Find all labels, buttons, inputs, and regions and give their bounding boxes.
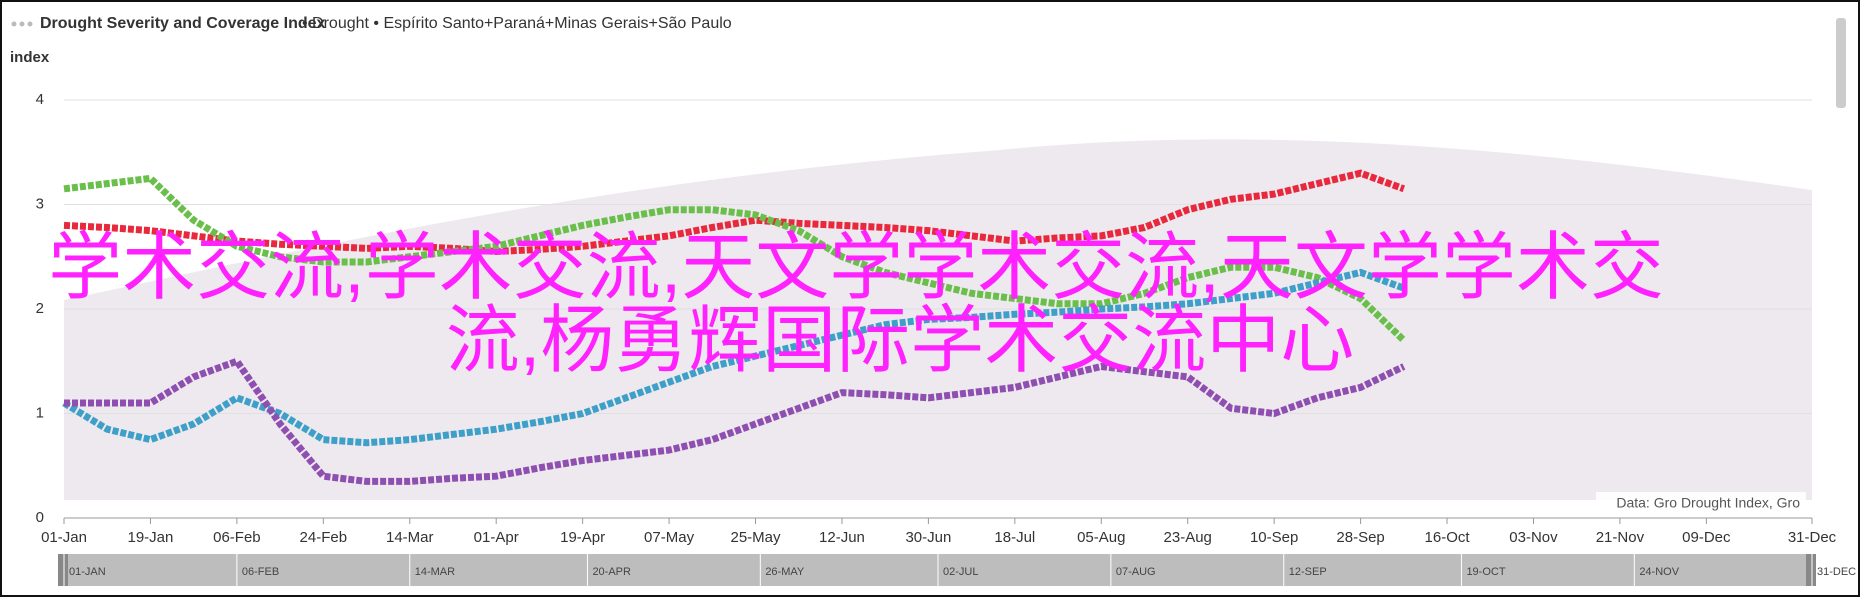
x-tick-label: 24-Feb xyxy=(300,529,348,546)
x-tick-label: 01-Jan xyxy=(41,529,87,546)
y-tick-label: 3 xyxy=(36,195,44,212)
navigator-label: 20-APR xyxy=(592,566,631,578)
navigator-label: 26-MAY xyxy=(765,566,805,578)
navigator-label: 14-MAR xyxy=(415,566,455,578)
overlay-text: 流,杨勇辉国际学术交流中心 xyxy=(446,299,1355,382)
x-tick-label: 01-Apr xyxy=(474,529,519,546)
y-tick-label: 0 xyxy=(36,509,44,526)
x-tick-label: 28-Sep xyxy=(1336,529,1384,546)
navigator-label: 02-JUL xyxy=(943,566,978,578)
x-tick-label: 16-Oct xyxy=(1425,529,1471,546)
y-tick-label: 1 xyxy=(36,404,44,421)
x-tick-label: 23-Aug xyxy=(1164,529,1212,546)
series-line xyxy=(63,169,1406,256)
navigator-handle[interactable] xyxy=(58,554,68,586)
chart-subtitle: • Drought • Espírito Santo+Paraná+Minas … xyxy=(302,15,732,32)
navigator-label: 24-NOV xyxy=(1639,566,1679,578)
dot xyxy=(19,21,25,27)
navigator-label: 31-DEC xyxy=(1817,566,1856,578)
navigator-label: 06-FEB xyxy=(242,566,279,578)
x-tick-label: 03-Nov xyxy=(1509,529,1558,546)
x-tick-label: 19-Jan xyxy=(128,529,174,546)
series-line xyxy=(62,268,1406,447)
x-tick-label: 31-Dec xyxy=(1788,529,1837,546)
scrollbar[interactable] xyxy=(1836,18,1846,108)
x-tick-label: 06-Feb xyxy=(213,529,261,546)
credit: Data: Gro Drought Index, Gro xyxy=(1616,495,1800,511)
navigator-label: 07-AUG xyxy=(1116,566,1156,578)
navigator-handle[interactable] xyxy=(1806,554,1816,586)
navigator-label: 19-OCT xyxy=(1466,566,1505,578)
dot xyxy=(11,21,17,27)
range-band xyxy=(64,139,1812,500)
x-tick-label: 09-Dec xyxy=(1682,529,1731,546)
x-tick-label: 25-May xyxy=(731,529,782,546)
y-tick-label: 2 xyxy=(36,300,44,317)
x-tick-label: 18-Jul xyxy=(994,529,1035,546)
credit-box xyxy=(1596,492,1806,516)
x-tick-label: 30-Jun xyxy=(905,529,951,546)
navigator-label: 12-SEP xyxy=(1289,566,1327,578)
chart-title: Drought Severity and Coverage Index xyxy=(40,15,326,32)
x-tick-label: 05-Aug xyxy=(1077,529,1125,546)
x-tick-label: 14-Mar xyxy=(386,529,434,546)
y-axis-label: index xyxy=(10,49,50,66)
x-tick-label: 12-Jun xyxy=(819,529,865,546)
navigator-label: 01-JAN xyxy=(69,566,106,578)
x-tick-label: 10-Sep xyxy=(1250,529,1298,546)
series-line xyxy=(63,174,1407,343)
x-tick-label: 21-Nov xyxy=(1596,529,1645,546)
overlay-text: 学术交流,学术交流,天文学学术交流,天文学学术交 xyxy=(48,226,1664,309)
x-tick-label: 07-May xyxy=(644,529,695,546)
x-tick-label: 19-Apr xyxy=(560,529,605,546)
dot xyxy=(27,21,33,27)
y-tick-label: 4 xyxy=(36,91,44,108)
